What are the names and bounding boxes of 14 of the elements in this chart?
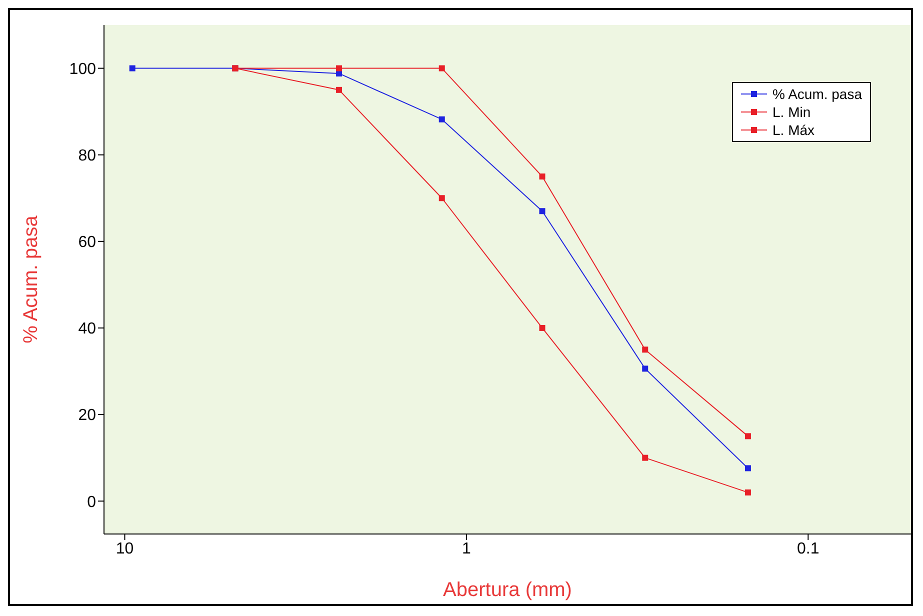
x-axis-title: Abertura (mm) [443,579,572,601]
y-tick-label: 100 [69,60,96,78]
y-tick-label: 20 [78,407,96,424]
y-axis-title: % Acum. pasa [20,214,42,344]
x-tick-label: 10 [116,540,134,558]
y-tick-label: 80 [78,148,96,165]
y-tick-label: 60 [78,234,96,252]
y-tick-label: 40 [78,320,96,338]
legend-label: L. Min [772,103,811,121]
y-tick-label: 0 [87,494,96,511]
x-tick-label: 1 [462,540,471,558]
x-tick-label: 0.1 [797,540,820,558]
legend-label: % Acum. pasa [772,85,862,103]
legend-label: L. Máx [772,121,815,139]
